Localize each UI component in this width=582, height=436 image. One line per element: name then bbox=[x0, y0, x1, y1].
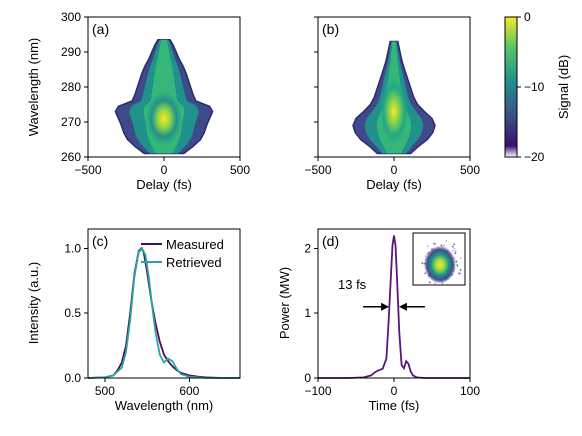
beam-noise-pixel bbox=[429, 281, 431, 284]
beam-noise-pixel bbox=[459, 257, 462, 259]
axes-c-ticks: 500 600 0.0 0.5 1.0 bbox=[64, 241, 199, 398]
beam-noise-pixel bbox=[424, 272, 426, 275]
series-retrieved-line bbox=[87, 246, 240, 379]
panel-label-c: (c) bbox=[92, 233, 108, 249]
beam-noise-pixel bbox=[432, 242, 435, 245]
beam-noise-pixel bbox=[453, 248, 456, 250]
panel-c: (c) 500 600 0.0 0.5 1.0 Measured Retrieved W… bbox=[26, 228, 241, 413]
axes-c-frame bbox=[87, 228, 241, 379]
heatmap-a-trace bbox=[114, 39, 214, 155]
beam-noise-pixel bbox=[426, 245, 429, 247]
heatmap-b-trace bbox=[352, 40, 436, 155]
ytick-label-d-1: 1 bbox=[304, 306, 311, 320]
beam-noise-pixel bbox=[452, 245, 454, 248]
colorbar-tick-label-1: −10 bbox=[524, 80, 545, 94]
heatmap-b-peak bbox=[380, 79, 408, 144]
panel-label-d: (d) bbox=[322, 233, 339, 249]
colorbar-tick-label-2: 0 bbox=[524, 10, 531, 24]
beam-noise-pixel bbox=[441, 282, 444, 285]
ytick-label-c-0: 0.0 bbox=[64, 371, 81, 385]
xtick-label-a-0: −500 bbox=[74, 163, 101, 177]
panel-label-a: (a) bbox=[92, 21, 109, 37]
beam-noise-pixel bbox=[459, 269, 462, 271]
axes-a-ticks: −500 0 500 260 270 280 290 300 bbox=[61, 10, 250, 177]
fwhm-arrow-right-head bbox=[398, 302, 407, 311]
axes-b-ticks: −500 0 500 bbox=[304, 16, 480, 177]
ytick-label-d-2: 2 bbox=[304, 241, 311, 255]
panel-label-b: (b) bbox=[322, 21, 339, 37]
ylabel-d: Power (MW) bbox=[277, 267, 292, 339]
xtick-label-d-0: −100 bbox=[304, 384, 331, 398]
xlabel-d: Time (fs) bbox=[369, 398, 420, 413]
beam-noise-pixel bbox=[423, 263, 425, 265]
plot-c-lines bbox=[87, 246, 240, 379]
xlabel-c: Wavelength (nm) bbox=[115, 398, 214, 413]
ytick-label-a-1: 270 bbox=[61, 115, 81, 129]
xtick-label-d-1: 0 bbox=[391, 384, 398, 398]
beam-noise-pixel bbox=[458, 272, 460, 274]
legend-retrieved-label: Retrieved bbox=[166, 255, 222, 270]
xtick-label-d-2: 100 bbox=[460, 384, 480, 398]
colorbar-gradient bbox=[505, 17, 517, 157]
colorbar: −20 −10 0 Signal (dB) bbox=[504, 10, 571, 164]
ytick-label-a-2: 280 bbox=[61, 80, 81, 94]
beam-noise-pixel bbox=[451, 250, 454, 252]
colorbar-tick-label-0: −20 bbox=[524, 150, 545, 164]
beam-noise-pixel bbox=[434, 282, 436, 285]
ylabel-c: Intensity (a.u.) bbox=[26, 262, 41, 344]
beam-noise-pixel bbox=[455, 250, 457, 253]
ylabel-a: Wavelength (nm) bbox=[26, 38, 41, 137]
beam-noise-pixel bbox=[454, 252, 456, 254]
ytick-label-a-3: 290 bbox=[61, 45, 81, 59]
beam-noise-pixel bbox=[456, 264, 458, 266]
pulse-line bbox=[318, 235, 470, 379]
ytick-label-d-0: 0 bbox=[304, 371, 311, 385]
ytick-label-c-2: 1.0 bbox=[64, 241, 81, 255]
panel-b: (b) −500 0 500 Delay (fs) bbox=[304, 16, 480, 192]
beam-noise-pixel bbox=[445, 240, 447, 242]
beam-noise-pixel bbox=[457, 265, 459, 267]
xtick-label-c-1: 600 bbox=[179, 384, 199, 398]
beam-noise-pixel bbox=[453, 243, 455, 246]
xtick-label-c-0: 500 bbox=[95, 384, 115, 398]
xtick-label-b-1: 0 bbox=[391, 163, 398, 177]
heatmap-a-peak bbox=[146, 92, 182, 145]
beam-noise-pixel bbox=[421, 262, 424, 264]
beam-noise-pixel bbox=[443, 244, 445, 246]
fwhm-annotation: 13 fs bbox=[338, 277, 367, 292]
panel-a: (a) −500 0 500 260 270 280 290 300 Delay (fs) W… bbox=[26, 10, 250, 192]
ytick-label-c-1: 0.5 bbox=[64, 306, 81, 320]
ytick-label-a-4: 300 bbox=[61, 10, 81, 24]
legend-c: Measured Retrieved bbox=[141, 237, 224, 270]
beam-spot bbox=[424, 245, 456, 283]
xtick-label-b-0: −500 bbox=[304, 163, 331, 177]
beam-inset bbox=[412, 232, 466, 286]
colorbar-ticks: −20 −10 0 bbox=[517, 10, 545, 164]
legend-measured-label: Measured bbox=[166, 237, 224, 252]
xtick-label-b-2: 500 bbox=[460, 163, 480, 177]
beam-noise-pixel bbox=[459, 272, 461, 275]
xlabel-a: Delay (fs) bbox=[136, 177, 192, 192]
xlabel-b: Delay (fs) bbox=[366, 177, 422, 192]
fwhm-arrow-left-head bbox=[381, 302, 390, 311]
colorbar-label: Signal (dB) bbox=[556, 55, 571, 119]
xtick-label-a-1: 0 bbox=[161, 163, 168, 177]
beam-noise-pixel bbox=[434, 243, 436, 245]
plot-d-lines bbox=[318, 235, 470, 379]
ytick-label-a-0: 260 bbox=[61, 150, 81, 164]
fwhm-arrows bbox=[363, 302, 425, 311]
xtick-label-a-2: 500 bbox=[230, 163, 250, 177]
beam-noise-pixel bbox=[455, 261, 458, 263]
